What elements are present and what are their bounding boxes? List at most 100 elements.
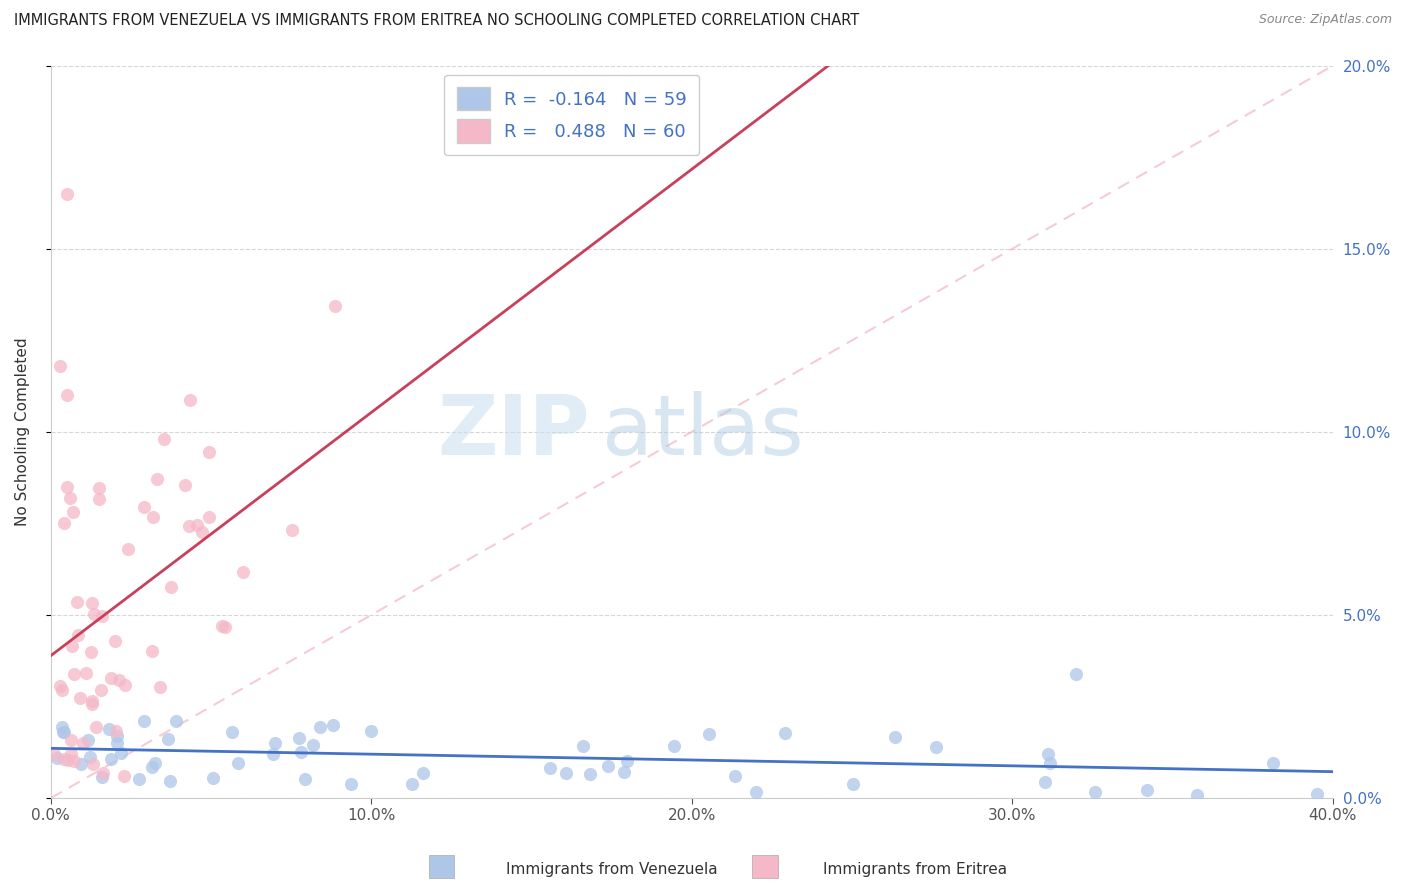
Point [412, 765, 434, 780]
Point [60, 747, 83, 762]
Point [745, 785, 768, 799]
Point [724, 769, 747, 783]
Point [84, 720, 107, 734]
Point [49, 359, 72, 373]
Point [339, 777, 361, 791]
Point [211, 619, 233, 633]
Point [91, 765, 114, 780]
Text: IMMIGRANTS FROM VENEZUELA VS IMMIGRANTS FROM ERITREA NO SCHOOLING COMPLETED CORR: IMMIGRANTS FROM VENEZUELA VS IMMIGRANTS … [14, 13, 859, 29]
Point [66, 595, 89, 609]
Point [842, 777, 865, 791]
Point [145, 472, 167, 486]
Point [232, 566, 254, 580]
Point [42, 747, 65, 762]
Point [288, 731, 311, 745]
Point [1263, 756, 1285, 770]
Point [62, 505, 84, 519]
Point [69, 691, 91, 706]
Point [177, 519, 200, 533]
Point [141, 644, 163, 658]
Point [91, 608, 114, 623]
Point [156, 732, 179, 747]
Point [100, 671, 122, 685]
Point [82, 697, 104, 711]
Point [56, 753, 79, 767]
Point [105, 729, 128, 743]
Point [174, 478, 197, 492]
Point [616, 754, 638, 768]
Point [107, 673, 129, 687]
Point [63, 667, 86, 681]
Point [159, 774, 181, 789]
Point [1136, 783, 1159, 797]
Point [202, 772, 225, 786]
Text: ZIP: ZIP [437, 392, 589, 473]
Point [1066, 666, 1088, 681]
Point [186, 517, 208, 532]
Point [360, 723, 382, 738]
Point [110, 746, 132, 760]
Point [323, 299, 346, 313]
Point [80, 596, 103, 610]
Point [143, 756, 166, 770]
Point [79, 750, 101, 764]
Point [83, 607, 105, 622]
Point [53, 752, 76, 766]
Point [67, 628, 90, 642]
Point [46, 750, 69, 764]
Point [191, 524, 214, 539]
Point [52, 516, 75, 531]
Point [51, 682, 73, 697]
Point [104, 634, 127, 648]
Point [134, 714, 156, 729]
Point [263, 736, 285, 750]
Point [179, 392, 201, 407]
Point [662, 739, 685, 753]
Point [226, 756, 249, 770]
Point [117, 541, 139, 556]
Point [165, 714, 187, 729]
Point [925, 739, 948, 754]
Point [152, 432, 174, 446]
Point [555, 766, 578, 780]
Legend: R =  -0.164   N = 59, R =   0.488   N = 60: R = -0.164 N = 59, R = 0.488 N = 60 [444, 75, 699, 155]
Point [596, 758, 619, 772]
Point [290, 745, 312, 759]
Point [76, 733, 98, 747]
Point [699, 727, 721, 741]
Point [75, 665, 97, 680]
Point [262, 747, 284, 761]
Point [87, 482, 110, 496]
Point [540, 761, 562, 775]
Point [49, 679, 72, 693]
Text: atlas: atlas [602, 392, 804, 473]
Point [214, 620, 236, 634]
Point [90, 682, 112, 697]
Point [90, 770, 112, 784]
Point [128, 772, 150, 786]
Point [100, 752, 122, 766]
Point [105, 736, 128, 750]
Point [294, 772, 316, 787]
Point [132, 500, 155, 514]
Y-axis label: No Schooling Completed: No Schooling Completed [15, 337, 30, 526]
Point [112, 768, 135, 782]
Point [281, 523, 304, 537]
Point [52, 724, 75, 739]
Point [82, 757, 104, 772]
Point [104, 723, 127, 738]
Point [56, 480, 79, 494]
Point [72, 736, 94, 750]
Point [142, 510, 165, 524]
Point [69, 757, 91, 772]
Point [571, 739, 593, 753]
Point [198, 510, 221, 524]
Point [51, 720, 73, 734]
Point [149, 680, 172, 694]
Point [159, 580, 181, 594]
Point [322, 718, 344, 732]
Text: Immigrants from Venezuela: Immigrants from Venezuela [506, 863, 718, 877]
Point [80, 645, 103, 659]
Point [302, 738, 325, 752]
Point [198, 445, 221, 459]
